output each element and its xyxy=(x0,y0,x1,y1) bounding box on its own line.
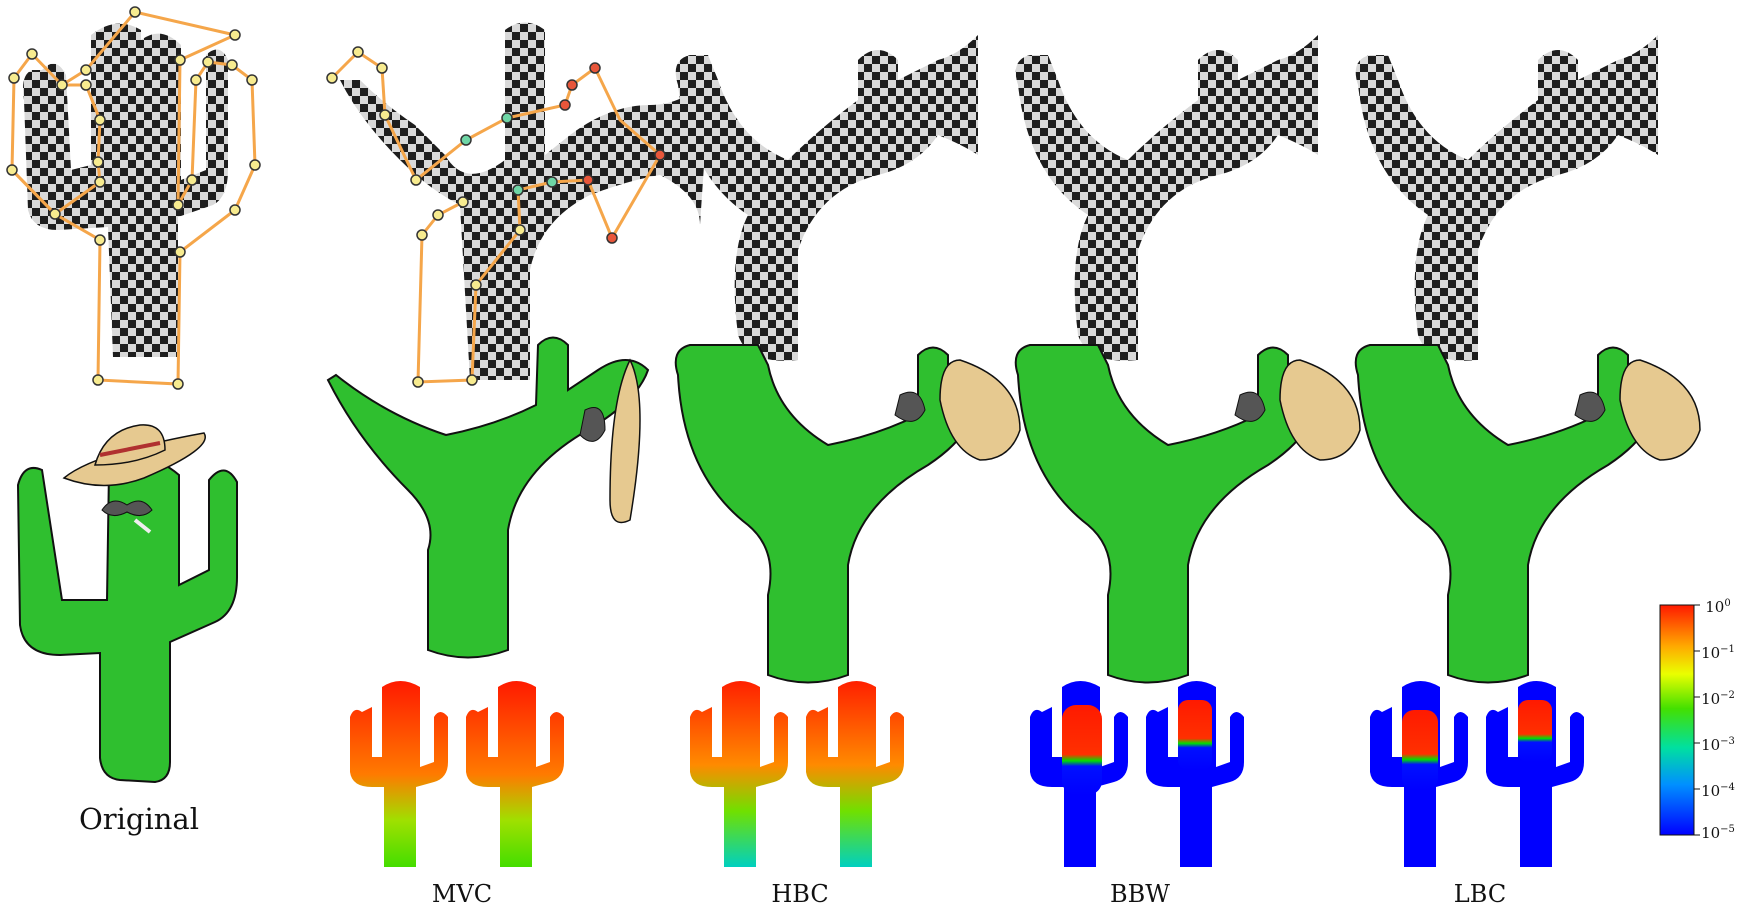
hbc-checker-panel xyxy=(675,35,978,361)
colorbar-tick-label-1: 10−1 xyxy=(1701,644,1735,662)
original-cactus xyxy=(16,457,238,784)
colorbar-tick-label-0: 100 xyxy=(1705,598,1731,616)
lbc-checker-shape xyxy=(1355,35,1658,361)
bbw-cactus xyxy=(1014,344,1310,684)
hbc-cactus-panel xyxy=(674,344,1021,684)
hbc-heat-left xyxy=(690,681,788,867)
bbw-heat-left-hot xyxy=(1062,705,1102,795)
bbw-cactus-panel xyxy=(1014,344,1361,684)
mvc-checker-shape xyxy=(340,22,710,380)
label-lbc: LBC xyxy=(1453,880,1507,908)
hbc-checker-shape xyxy=(675,35,978,361)
lbc-heat-left-hot xyxy=(1402,710,1438,790)
hbc-heat-right xyxy=(806,681,904,867)
mvc-mustache xyxy=(579,407,606,442)
lbc-cactus xyxy=(1354,344,1650,684)
colorbar-tick-label-4: 10−4 xyxy=(1701,782,1735,800)
lbc-checker-panel xyxy=(1355,35,1658,361)
mvc-heat-left xyxy=(350,681,448,867)
lbc-heat-right xyxy=(1486,681,1584,867)
bbw-checker-panel xyxy=(1015,35,1318,361)
mvc-cactus-panel xyxy=(326,336,650,659)
mvc-hat xyxy=(609,358,641,524)
lbc-heat-right-hot xyxy=(1518,700,1552,762)
label-hbc: HBC xyxy=(771,880,829,908)
heatmap-row xyxy=(350,681,1584,867)
hbc-mustache xyxy=(894,391,926,422)
original-cage-vertices xyxy=(6,6,261,390)
lbc-hat xyxy=(1619,359,1701,461)
hbc-cactus xyxy=(674,344,970,684)
mvc-heat-right xyxy=(466,681,564,867)
mustache xyxy=(101,500,153,516)
bbw-heat-right xyxy=(1146,681,1244,867)
label-bbw: BBW xyxy=(1110,880,1170,908)
mvc-cage-vertices xyxy=(326,46,666,388)
bbw-heat-right-hot xyxy=(1178,700,1212,770)
cigarette xyxy=(133,518,152,534)
colorbar-tick-label-2: 10−2 xyxy=(1701,690,1735,708)
hbc-hat xyxy=(939,359,1021,461)
label-mvc: MVC xyxy=(431,880,493,908)
mvc-checker-panel xyxy=(326,22,710,388)
original-checker-shape xyxy=(23,23,228,357)
bbw-mustache xyxy=(1234,391,1266,422)
lbc-mustache xyxy=(1574,391,1606,422)
bbw-hat xyxy=(1279,359,1361,461)
cowboy-hat xyxy=(62,424,206,487)
colorbar-tick-label-5: 10−5 xyxy=(1701,824,1735,842)
colorbar-ticks xyxy=(1694,604,1700,836)
colorbar-tick-label-3: 10−3 xyxy=(1701,736,1735,754)
lbc-cactus-panel xyxy=(1354,344,1701,684)
original-cactus-panel xyxy=(16,424,238,784)
bbw-checker-shape xyxy=(1015,35,1318,361)
mvc-cactus xyxy=(326,336,650,659)
label-original: Original xyxy=(79,802,199,836)
colorbar xyxy=(1659,604,1695,836)
original-checker-panel xyxy=(6,6,261,390)
